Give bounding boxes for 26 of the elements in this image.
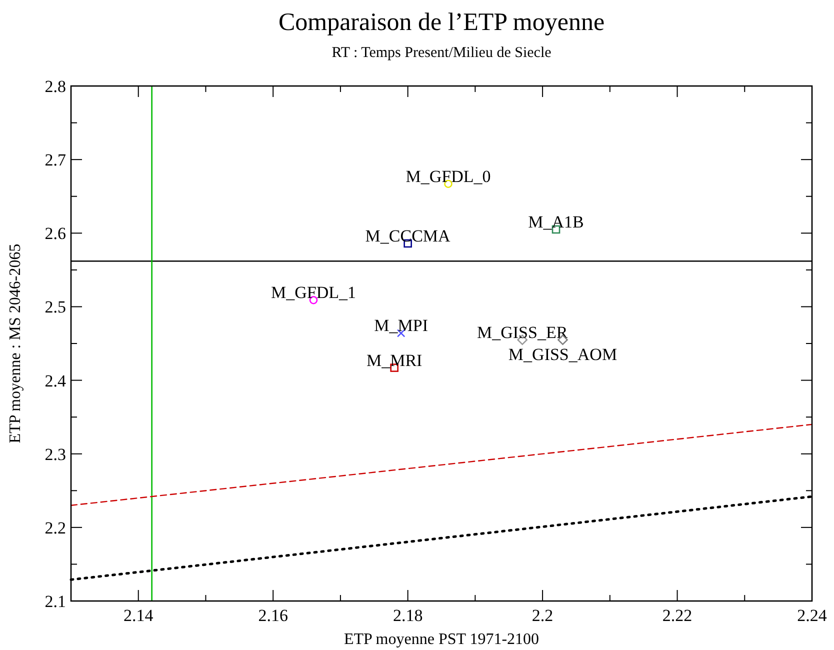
x-axis-title: ETP moyenne PST 1971-2100 [344, 631, 540, 648]
x-tick-label: 2.18 [392, 606, 423, 625]
y-tick-label: 2.1 [44, 592, 66, 611]
series-label: M_CCCMA [365, 226, 452, 246]
y-tick-label: 2.4 [44, 371, 66, 390]
series-label: M_GFDL_1 [271, 283, 356, 302]
series-label: M_MRI [366, 350, 423, 370]
y-tick-label: 2.7 [44, 150, 66, 170]
x-tick-label: 2.24 [797, 606, 828, 625]
y-tick-label: 2.5 [44, 298, 66, 317]
y-tick-label: 2.3 [44, 444, 66, 464]
series-label: M_GFDL_0 [406, 166, 491, 186]
chart-subtitle: RT : Temps Present/Milieu de Siecle [332, 45, 552, 61]
x-tick-label: 2.22 [662, 606, 692, 625]
y-axis-title: ETP moyenne : MS 2046-2065 [7, 244, 24, 444]
series-label: M_A1B [528, 212, 584, 232]
x-tick-label: 2.16 [258, 606, 288, 625]
chart-title: Comparaison de l’ETP moyenne [278, 9, 605, 36]
x-tick-label: 2.14 [123, 606, 154, 625]
y-tick-label: 2.8 [44, 77, 66, 96]
y-tick-label: 2.2 [44, 518, 66, 538]
y-tick-label: 2.6 [44, 224, 66, 244]
x-tick-label: 2.2 [532, 606, 554, 625]
series-label: M_GISS_ER [476, 322, 568, 342]
series-label: M_GISS_AOM [508, 344, 618, 364]
series-label: M_MPI [374, 316, 428, 336]
